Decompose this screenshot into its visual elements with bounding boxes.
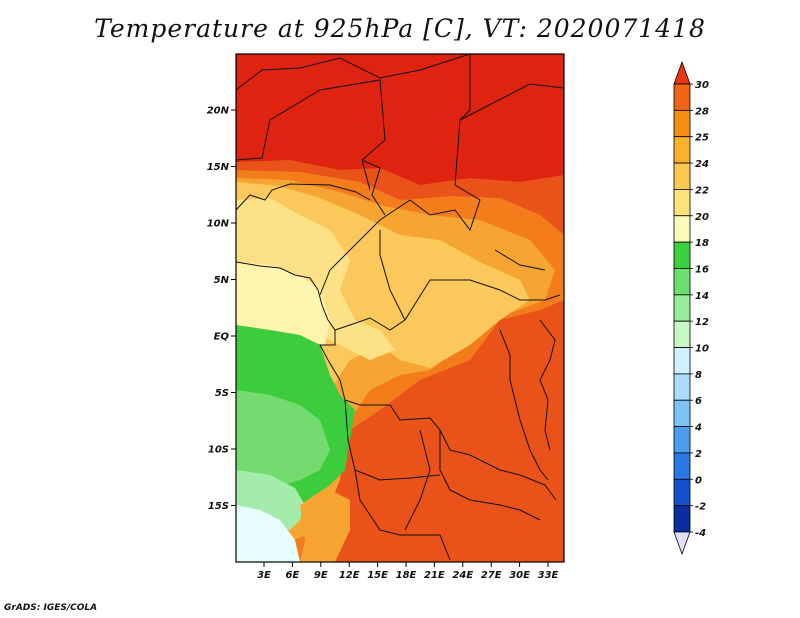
colorbar-swatch (673, 373, 691, 401)
lon-tick-label: 3E (257, 570, 271, 581)
colorbar-swatch (673, 136, 691, 164)
colorbar-swatch (673, 426, 691, 454)
lat-tick-label: 15N (207, 162, 230, 173)
lon-tick-label: 21E (424, 570, 445, 581)
colorbar-swatch (673, 320, 691, 348)
colorbar-label: 0 (695, 475, 702, 486)
colorbar-label: 22 (695, 185, 709, 196)
grads-credit: GrADS: IGES/COLA (4, 603, 98, 613)
colorbar-label: 4 (694, 423, 702, 434)
map-title: Temperature at 925hPa [C], VT: 202007141… (94, 14, 706, 43)
colorbar-label: 12 (695, 317, 709, 328)
lon-tick-label: 9E (314, 570, 328, 581)
lat-tick-label: 20N (207, 106, 230, 117)
colorbar-swatch (673, 294, 691, 322)
colorbar-label: 2 (695, 449, 702, 460)
colorbar-label: 25 (695, 133, 709, 144)
lat-tick-label: 15S (208, 501, 229, 512)
colorbar-swatch (673, 109, 691, 138)
temp-field-coastal-orange (300, 490, 350, 562)
latitude-axis: 20N 15N 10N 5N EQ 5S 10S 15S (207, 106, 236, 512)
lon-tick-label: 12E (339, 570, 360, 581)
colorbar-swatch (673, 347, 691, 375)
colorbar-label: 28 (695, 106, 709, 117)
lat-tick-label: 5N (214, 275, 230, 286)
colorbar-label: -2 (695, 502, 706, 513)
colorbar-label: 6 (695, 396, 702, 407)
lon-tick-label: 30E (509, 570, 530, 581)
lon-tick-label: 27E (481, 570, 502, 581)
colorbar-swatch (673, 215, 691, 243)
temp-field-pale-yellow (236, 262, 330, 345)
colorbar-swatch (673, 505, 691, 533)
lon-tick-label: 15E (367, 570, 388, 581)
colorbar-swatch (673, 478, 691, 507)
colorbar-swatch (673, 162, 691, 190)
lat-tick-label: 10N (207, 219, 230, 230)
colorbar-swatch (673, 452, 691, 480)
map-frame (235, 53, 565, 563)
colorbar-swatch (673, 399, 691, 427)
colorbar-label: 30 (695, 80, 709, 91)
temp-field-sea-cool (236, 505, 300, 562)
colorbar-label: 16 (695, 264, 709, 275)
colorbar-label: 24 (695, 159, 709, 170)
colorbar-label: 14 (695, 291, 709, 302)
colorbar-min-arrow (673, 531, 691, 556)
colorbar-swatch (673, 268, 691, 296)
temp-field-green-mid (236, 390, 330, 495)
lon-tick-label: 6E (286, 570, 300, 581)
colorbar-swatch (673, 241, 691, 269)
country-borders (236, 54, 564, 561)
lat-tick-label: 5S (215, 388, 229, 399)
colorbar-label: 10 (695, 344, 709, 355)
colorbar-label: 20 (695, 212, 709, 223)
longitude-axis: 3E 6E 9E 12E 15E 18E 21E 24E 27E 30E 33E (257, 562, 559, 581)
colorbar-swatch (673, 189, 691, 217)
colorbar-label: 18 (695, 238, 709, 249)
colorbar-swatch (673, 83, 691, 111)
colorbar-label: 8 (695, 370, 702, 381)
lat-tick-label: 10S (208, 445, 229, 456)
lon-tick-label: 24E (452, 570, 473, 581)
lon-tick-label: 33E (538, 570, 559, 581)
temperature-map: 3E 6E 9E 12E 15E 18E 21E 24E 27E 30E 33E 20N 15N 10N… (207, 53, 565, 581)
lon-tick-label: 18E (396, 570, 417, 581)
colorbar-max-arrow (673, 60, 691, 85)
lat-tick-label: EQ (214, 332, 230, 343)
colorbar-label: -4 (695, 528, 706, 539)
